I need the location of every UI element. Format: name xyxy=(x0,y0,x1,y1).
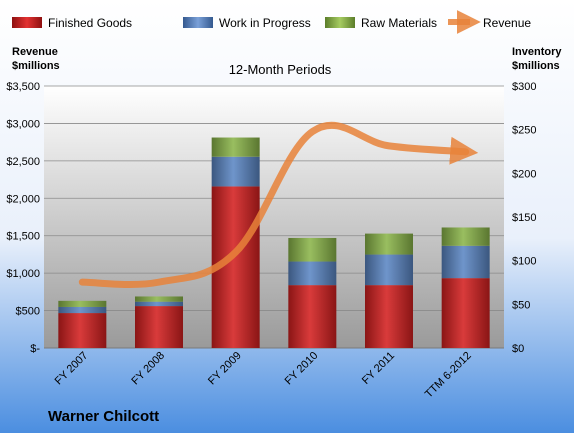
legend-swatch-raw-materials xyxy=(325,17,355,28)
bar-finished-goods xyxy=(58,313,107,348)
bar-finished-goods xyxy=(365,285,413,348)
revenue-line xyxy=(78,121,479,289)
left-axis-title-line2: $millions xyxy=(12,60,60,72)
bar-finished-goods xyxy=(135,306,183,348)
bar-work-in-progress xyxy=(58,306,107,314)
company-name: Warner Chilcott xyxy=(48,408,159,425)
bar-finished-goods xyxy=(441,278,490,348)
bar-raw-materials xyxy=(441,227,490,246)
left-tick-label: $1,000 xyxy=(6,268,40,280)
right-tick-label: $200 xyxy=(512,168,536,180)
legend-label-revenue: Revenue xyxy=(483,16,531,30)
right-tick-label: $300 xyxy=(512,81,536,93)
left-tick-label: $2,000 xyxy=(6,193,40,205)
revenue-line-group xyxy=(78,121,479,289)
bar-raw-materials xyxy=(365,233,413,255)
gridlines xyxy=(44,85,504,349)
bar-raw-materials xyxy=(211,137,260,157)
left-tick-label: $500 xyxy=(16,306,40,318)
right-tick-label: $0 xyxy=(512,343,524,355)
legend: Finished Goods Work in Progress Raw Mate… xyxy=(12,10,531,34)
right-tick-label: $150 xyxy=(512,212,536,224)
bar-work-in-progress xyxy=(441,245,490,279)
left-tick-label: $2,500 xyxy=(6,156,40,168)
legend-label-work-in-progress: Work in Progress xyxy=(219,16,311,30)
left-tick-label: $1,500 xyxy=(6,231,40,243)
right-tick-label: $50 xyxy=(512,299,530,311)
legend-label-finished-goods: Finished Goods xyxy=(48,16,132,30)
bars xyxy=(58,137,490,348)
left-tick-label: $3,500 xyxy=(6,81,40,93)
bar-work-in-progress xyxy=(365,254,413,286)
left-tick-label: $- xyxy=(30,343,40,355)
right-axis-title-line2: $millions xyxy=(512,60,560,72)
bar-work-in-progress xyxy=(288,261,337,286)
legend-swatch-finished-goods xyxy=(12,17,42,28)
legend-swatch-work-in-progress xyxy=(183,17,213,28)
right-tick-label: $250 xyxy=(512,125,536,137)
bar-raw-materials xyxy=(288,237,337,262)
legend-label-raw-materials: Raw Materials xyxy=(361,16,437,30)
left-axis-ticks: $- $500 $1,000 $1,500 $2,000 $2,500 $3,000 $3,5… xyxy=(6,81,40,355)
right-axis-title-line1: Inventory xyxy=(512,46,562,58)
right-axis-ticks: $0 $50 $100 $150 $200 $250 $300 xyxy=(512,81,536,355)
bar-work-in-progress xyxy=(135,301,183,307)
left-tick-label: $3,000 xyxy=(6,118,40,130)
bar-raw-materials xyxy=(135,296,183,302)
plot-area xyxy=(44,86,504,348)
bar-raw-materials xyxy=(58,300,107,307)
bar-finished-goods xyxy=(288,285,337,348)
right-tick-label: $100 xyxy=(512,256,536,268)
bar-work-in-progress xyxy=(211,156,260,187)
left-axis-title-line1: Revenue xyxy=(12,46,58,58)
chart-subtitle: 12-Month Periods xyxy=(229,62,332,77)
